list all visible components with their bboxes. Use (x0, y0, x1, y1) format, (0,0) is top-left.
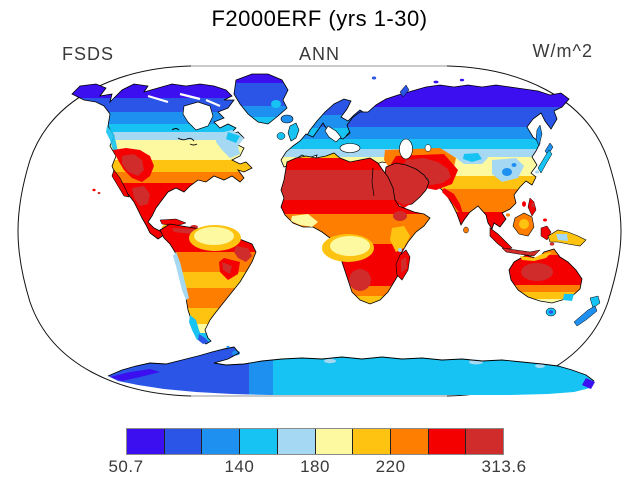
variable-label: FSDS (62, 44, 115, 64)
colorbar-tick-label: 140 (224, 457, 255, 476)
colorbar-tick-label: 50.7 (108, 457, 144, 476)
africa (280, 152, 431, 305)
colorbar-ticks: 50.7 140 180 220 313.6 (108, 457, 526, 476)
colorbar-tick-label: 180 (300, 457, 330, 476)
new-zealand (573, 295, 601, 327)
colorbar-segment (466, 429, 504, 454)
colorbar-tick-label: 313.6 (481, 457, 527, 476)
greenland (233, 73, 289, 125)
hawaii (92, 188, 101, 195)
colorbar-segment (353, 429, 391, 454)
units-label: W/m^2 (532, 41, 593, 61)
colorbar-segment (127, 429, 165, 454)
colorbar-segment (315, 429, 354, 454)
colorbar-segment (202, 429, 241, 454)
page-title: F2000ERF (yrs 1-30) (211, 6, 428, 31)
southeast-asia-islands (489, 197, 587, 257)
map-frame (17, 65, 622, 397)
iceland (280, 114, 294, 124)
antarctica (107, 346, 595, 395)
japan (535, 124, 554, 174)
british-isles (276, 122, 300, 142)
arabia-south-fringe (394, 199, 412, 208)
season-label: ANN (298, 44, 340, 64)
arctic-islands (371, 76, 465, 98)
sri-lanka (463, 226, 469, 234)
colorbar (126, 428, 504, 455)
south-america (159, 223, 257, 349)
north-america (71, 83, 253, 240)
australia (508, 248, 583, 304)
colorbar-tick-label: 220 (375, 457, 406, 476)
tasmania (545, 307, 557, 317)
colorbar-segment (240, 429, 278, 454)
madagascar (395, 249, 411, 281)
colorbar-segment (428, 429, 467, 454)
colorbar-segment (277, 429, 316, 454)
colorbar-segment (390, 429, 429, 454)
colorbar-segment (164, 429, 203, 454)
